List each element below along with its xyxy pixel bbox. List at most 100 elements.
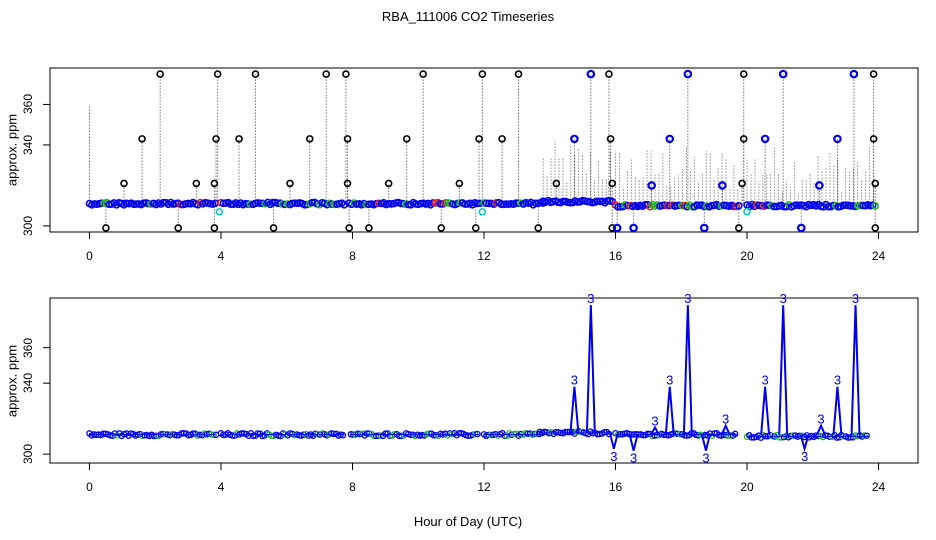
peak-point <box>570 134 579 144</box>
peak-point <box>849 69 859 79</box>
point-label: 3 <box>666 373 673 388</box>
flag-point <box>478 207 487 216</box>
extreme-point <box>608 179 617 188</box>
data-point <box>735 201 743 210</box>
extreme-point <box>498 135 506 143</box>
point-label: 3 <box>651 414 658 429</box>
extreme-point <box>343 179 352 188</box>
peak-point <box>778 69 788 79</box>
spike-line <box>799 434 810 453</box>
data-point <box>605 430 613 438</box>
data-point <box>678 201 686 210</box>
data-point <box>362 200 371 209</box>
data-point <box>871 201 880 210</box>
extreme-point <box>156 70 164 78</box>
extreme-point <box>475 135 483 143</box>
spike-line <box>664 386 675 435</box>
extreme-point <box>606 135 615 143</box>
spike-line <box>850 305 861 435</box>
extreme-point <box>342 70 350 78</box>
spike-line <box>628 434 639 451</box>
peak-point <box>665 134 675 144</box>
extreme-point <box>286 179 294 188</box>
x-tick-label: 12 <box>477 249 491 263</box>
point-label: 3 <box>761 373 768 388</box>
x-tick-label: 4 <box>217 249 225 263</box>
extreme-point <box>869 135 878 143</box>
extreme-point <box>212 135 220 143</box>
point-label: 3 <box>722 412 729 427</box>
x-tick-label: 8 <box>349 480 356 494</box>
point-label: 3 <box>801 449 808 464</box>
data-point <box>731 430 739 438</box>
peak-point <box>718 181 727 190</box>
spike-line <box>701 434 711 451</box>
extreme-point <box>235 135 243 143</box>
peak-point <box>815 181 824 190</box>
extreme-point <box>871 179 880 188</box>
x-tick-label: 16 <box>608 249 623 263</box>
extreme-point <box>269 224 278 232</box>
x-tick-label: 8 <box>349 249 356 263</box>
peak-point <box>683 69 693 79</box>
data-point <box>614 203 622 211</box>
spike-line <box>650 425 660 436</box>
spike-line <box>832 386 843 435</box>
spike-line <box>585 305 596 433</box>
extreme-point <box>471 224 480 232</box>
extreme-point <box>251 70 260 78</box>
data-point <box>97 199 106 208</box>
point-label: 3 <box>834 373 841 388</box>
data-point <box>256 199 265 208</box>
spike-line <box>682 305 693 435</box>
point-label: 3 <box>587 291 594 306</box>
data-point <box>436 200 445 208</box>
extreme-point <box>213 70 222 78</box>
point-label: 3 <box>852 291 859 306</box>
extreme-point <box>437 224 446 232</box>
data-point <box>273 199 282 208</box>
extreme-point <box>608 224 617 232</box>
x-tick-label: 20 <box>740 249 754 263</box>
extreme-point <box>738 179 746 188</box>
data-point <box>863 432 870 440</box>
figure-title: RBA_111006 CO2 Timeseries <box>381 9 555 24</box>
data-point <box>485 199 493 208</box>
peak-point <box>647 181 656 190</box>
extreme-point <box>735 224 743 232</box>
spike-line <box>720 423 731 436</box>
extreme-point <box>192 179 201 188</box>
extreme-point <box>739 135 748 143</box>
point-label: 3 <box>684 291 691 306</box>
extreme-point <box>345 224 353 232</box>
extreme-point <box>120 179 128 188</box>
extreme-point <box>322 70 330 78</box>
peak-point <box>796 223 806 233</box>
flag-point <box>215 207 224 216</box>
point-label: 3 <box>630 451 637 466</box>
data-point <box>824 202 833 211</box>
point-label: 3 <box>702 451 709 466</box>
x-axis-label: Hour of Day (UTC) <box>413 514 523 529</box>
data-point <box>846 202 855 210</box>
extreme-point <box>402 135 411 143</box>
extreme-point <box>343 135 352 143</box>
extreme-point <box>552 179 561 188</box>
spike-line <box>760 386 771 435</box>
data-point <box>770 202 778 211</box>
peak-point <box>586 69 596 79</box>
extreme-point <box>871 224 880 232</box>
raw-panel <box>43 67 919 239</box>
spike-line <box>608 432 619 450</box>
point-label: 3 <box>610 449 617 464</box>
extreme-point <box>210 224 219 232</box>
data-point <box>531 199 540 208</box>
extreme-point <box>455 179 464 188</box>
point-label: 3 <box>817 412 824 427</box>
peak-point <box>760 134 770 144</box>
spike-line <box>816 423 826 436</box>
spike-line <box>778 305 789 435</box>
peak-point <box>699 223 709 233</box>
